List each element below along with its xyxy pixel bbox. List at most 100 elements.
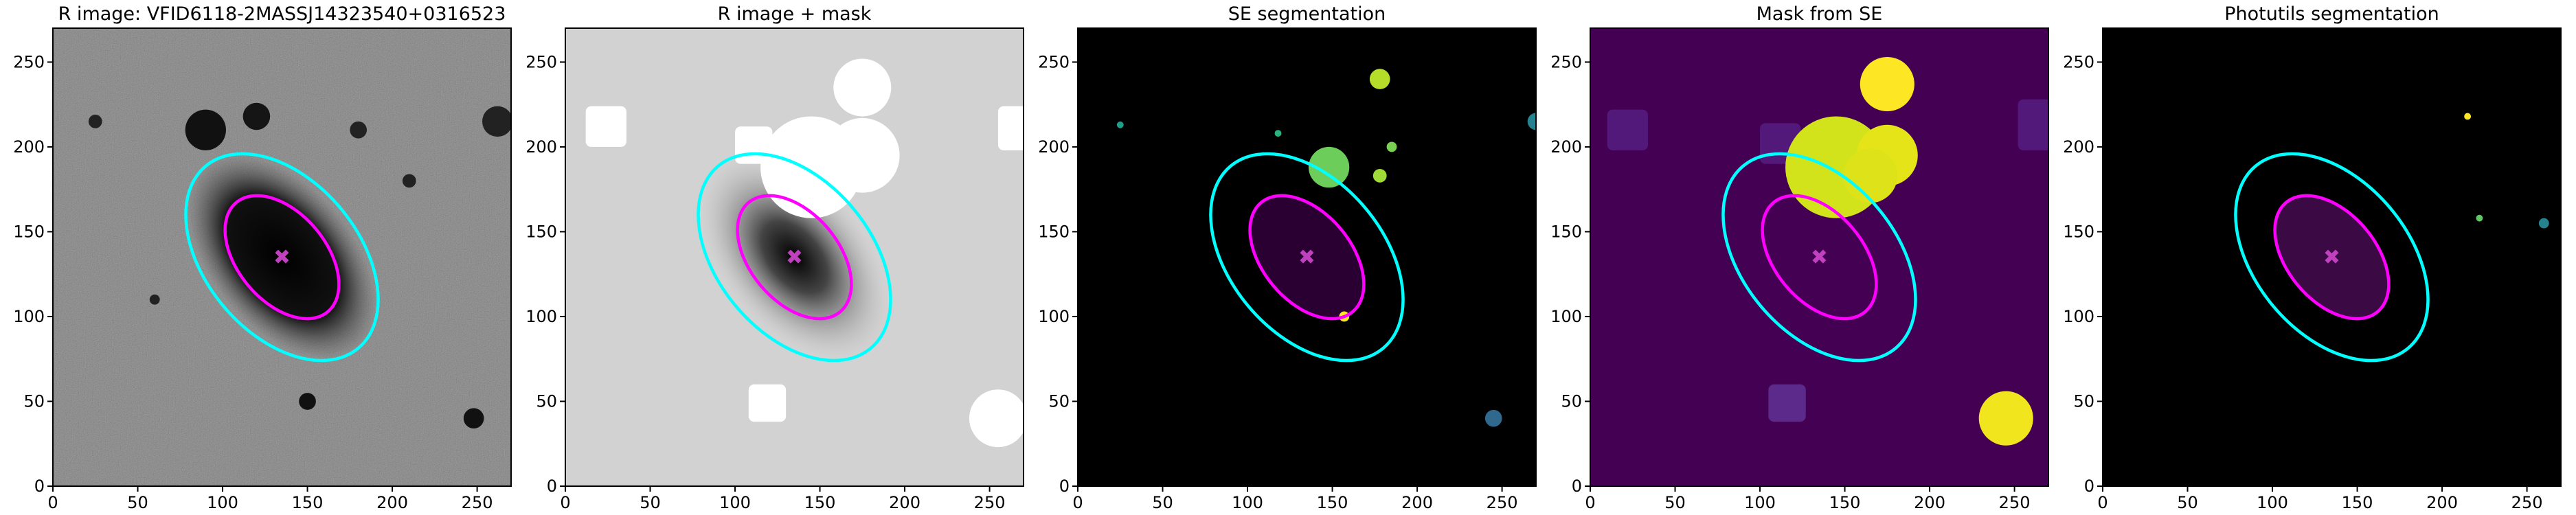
panel-title: R image: VFID6118-2MASSJ14323540+0316523 (58, 3, 506, 25)
x-tick-label: 50 (640, 493, 661, 512)
blob (1308, 146, 1350, 188)
y-tick-label: 150 (1038, 222, 1070, 241)
x-tick-label: 0 (560, 493, 570, 512)
center-marker: ✖ (273, 246, 291, 270)
x-tick-label: 200 (2426, 493, 2458, 512)
x-tick-label: 0 (1072, 493, 1083, 512)
blob (2476, 214, 2483, 222)
mask-box (585, 106, 626, 147)
blob (1860, 56, 1914, 112)
y-tick-label: 250 (526, 52, 557, 71)
blob (1978, 391, 2033, 446)
x-tick-label: 100 (2257, 493, 2288, 512)
y-tick-label: 150 (526, 222, 557, 241)
x-tick-label: 100 (207, 493, 238, 512)
y-tick-label: 100 (2063, 307, 2094, 326)
blob (299, 393, 316, 410)
y-tick-label: 250 (13, 52, 45, 71)
x-tick-label: 250 (1999, 493, 2031, 512)
y-tick-label: 0 (1059, 477, 1070, 496)
panel: ✖ Mask from SE 0 50 100 150 200 250 0 50 100 150 200… (1550, 3, 2049, 512)
x-tick-label: 250 (1487, 493, 1518, 512)
mask-box (1768, 384, 1806, 422)
y-tick-label: 50 (536, 391, 557, 411)
y-tick-label: 200 (1550, 137, 1582, 157)
blob (1372, 169, 1387, 183)
y-tick-label: 100 (13, 307, 45, 326)
panel: ✖ Photutils segmentation 0 50 100 150 200 250 0 5… (2063, 3, 2562, 512)
y-tick-label: 150 (13, 222, 45, 241)
x-tick-label: 250 (974, 493, 1006, 512)
blob (1527, 113, 1536, 130)
panel-title: Mask from SE (1756, 3, 1883, 25)
y-tick-label: 0 (34, 477, 45, 496)
y-tick-label: 250 (1038, 52, 1070, 71)
x-tick-label: 50 (1152, 493, 1173, 512)
axes-frame (2102, 27, 2562, 487)
x-tick-label: 50 (2177, 493, 2198, 512)
image: ✖ (565, 28, 1024, 486)
y-tick-label: 200 (13, 137, 45, 157)
x-tick-label: 150 (2342, 493, 2373, 512)
y-tick-label: 100 (1550, 307, 1582, 326)
y-tick-label: 250 (2063, 52, 2094, 71)
mask-box (2018, 99, 2048, 150)
blob (1484, 409, 1502, 427)
panel-title: SE segmentation (1228, 3, 1386, 25)
blob (185, 109, 226, 150)
y-tick-label: 250 (1550, 52, 1582, 71)
x-tick-label: 0 (2097, 493, 2108, 512)
y-tick-label: 0 (547, 477, 557, 496)
x-tick-label: 250 (2511, 493, 2543, 512)
panel: ✖ SE segmentation 0 50 100 150 200 250 0 50 100 150… (1038, 3, 1537, 512)
mask-box (748, 384, 787, 422)
blob (1843, 148, 1898, 203)
axes-frame (565, 27, 1024, 487)
image: ✖ (1590, 28, 2048, 486)
x-tick-label: 200 (1914, 493, 1945, 512)
mask-box (1607, 109, 1648, 150)
galaxy-segment (2274, 195, 2389, 319)
panel: ✖ R image + mask 0 50 100 150 200 250 0 50 100 150 2… (526, 3, 1024, 512)
outer-ellipse (2234, 152, 2430, 363)
blob (1386, 141, 1397, 152)
blob (2464, 113, 2472, 120)
x-tick-label: 100 (1744, 493, 1776, 512)
blob (402, 174, 416, 188)
outer-ellipse (1721, 152, 1917, 363)
blob (1274, 130, 1282, 137)
x-tick-label: 0 (1585, 493, 1595, 512)
y-tick-label: 0 (2084, 477, 2094, 496)
center-marker: ✖ (1298, 246, 1315, 270)
x-tick-label: 150 (292, 493, 324, 512)
axes-frame (52, 27, 512, 487)
x-tick-label: 250 (462, 493, 493, 512)
outer-ellipse (1209, 152, 1405, 363)
blob (824, 117, 900, 193)
y-tick-label: 50 (2073, 391, 2094, 411)
x-tick-label: 200 (889, 493, 920, 512)
image: ✖ (1078, 28, 1536, 486)
inner-ellipse (1761, 194, 1878, 321)
blob (242, 102, 271, 130)
outer-ellipse (697, 152, 892, 363)
x-tick-label: 0 (47, 493, 58, 512)
inner-ellipse (223, 194, 341, 321)
y-tick-label: 100 (1038, 307, 1070, 326)
y-tick-label: 200 (1038, 137, 1070, 157)
galaxy (188, 155, 376, 359)
x-tick-label: 100 (719, 493, 751, 512)
blob (833, 58, 892, 117)
y-tick-label: 0 (1572, 477, 1582, 496)
center-marker: ✖ (1811, 246, 1828, 270)
inner-ellipse (1248, 194, 1366, 321)
blob (1369, 69, 1390, 89)
image: ✖ (2103, 28, 2561, 486)
blob (149, 294, 160, 305)
y-tick-label: 50 (1048, 391, 1070, 411)
center-marker: ✖ (2323, 246, 2340, 270)
y-tick-label: 100 (526, 307, 557, 326)
panel: ✖ R image: VFID6118-2MASSJ14323540+031652… (13, 3, 512, 512)
center-marker: ✖ (786, 246, 803, 270)
